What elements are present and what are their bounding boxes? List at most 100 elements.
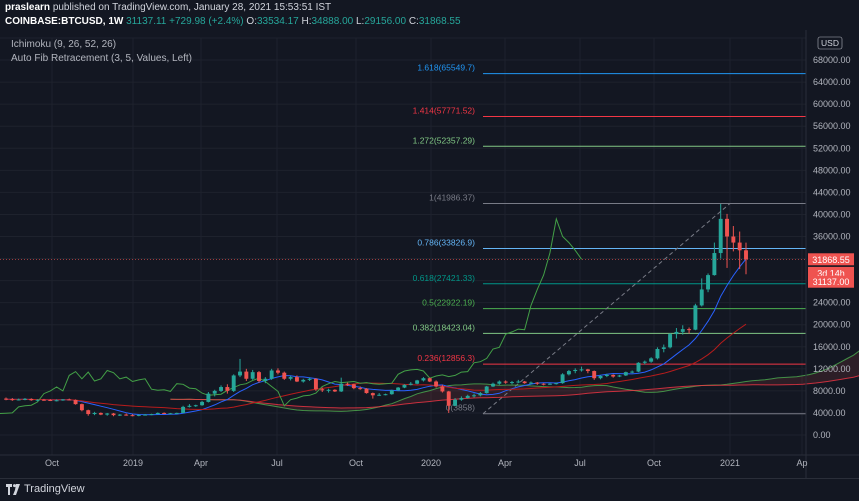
candle-body [674, 331, 679, 335]
x-tick-label: 2020 [421, 458, 441, 468]
candle-body [554, 383, 559, 385]
candle-body [263, 378, 268, 381]
candle-body [238, 371, 242, 376]
candle-body [573, 369, 578, 372]
candle-body [117, 414, 122, 416]
candle-body [351, 384, 356, 389]
y-tick-label: 40000.00 [813, 209, 851, 219]
fib-label: 1(41986.37) [429, 192, 475, 202]
candle-body [718, 218, 723, 254]
candle-body [370, 393, 375, 396]
candle-body [699, 289, 704, 306]
candle-body [212, 390, 217, 394]
author-name[interactable]: praslearn [5, 2, 51, 13]
candle-body [326, 389, 331, 391]
low-label: L: [355, 16, 365, 27]
candle-body [162, 412, 167, 414]
candle-body [276, 370, 280, 373]
chart-area[interactable]: 0(3858) 0.236(12856.3) 0.382(18423.04) 0.5(… [0, 30, 859, 480]
candles [4, 203, 748, 417]
price-tag-label: 31137.00 [813, 277, 850, 287]
candle-body [560, 374, 565, 384]
candle-body [345, 383, 350, 385]
candle-body [143, 414, 148, 416]
high-label: H: [301, 16, 312, 27]
candle-body [257, 372, 261, 381]
ichimoku-legend[interactable]: Ichimoku (9, 26, 52, 26) [11, 39, 117, 50]
y-tick-label: 48000.00 [813, 165, 851, 175]
time-axis: Oct 2019 Apr Jul Oct 2020 Apr Jul Oct 2021 Ap [45, 458, 808, 468]
y-tick-label: 64000.00 [813, 77, 851, 87]
symbol-name[interactable]: COINBASE:BTCUSD, 1W [5, 16, 124, 27]
x-tick-label: 2019 [123, 458, 143, 468]
candle-body [453, 399, 458, 406]
candle-body [427, 378, 432, 382]
x-tick-label: Jul [271, 458, 283, 468]
kijun-sen [5, 323, 747, 411]
ichimoku-cloud [170, 351, 859, 412]
candle-body [585, 369, 590, 372]
y-tick-label: 68000.00 [813, 55, 851, 65]
y-tick-label: 0.00 [813, 430, 831, 440]
fib-label: 0(3858) [446, 403, 475, 413]
candle-body [16, 399, 21, 401]
fib-label: 0.5(22922.19) [422, 298, 475, 308]
candle-body [244, 371, 249, 379]
last-price: 31137.11 [126, 16, 167, 27]
low-value: 29156.00 [364, 16, 407, 27]
candle-body [294, 377, 299, 382]
y-tick-label: 16000.00 [813, 342, 851, 352]
price-tag [808, 275, 854, 288]
grid-lines [0, 37, 806, 455]
candle-body [642, 361, 647, 363]
indicator-lines [0, 216, 859, 416]
candle-body [516, 381, 521, 383]
price-change: +729.98 (+2.4%) [169, 16, 244, 27]
close-value: 31868.55 [418, 16, 461, 27]
tradingview-logo-icon [6, 484, 20, 495]
candle-body [41, 399, 46, 401]
candle-body [459, 398, 464, 400]
footer-brand[interactable]: TradingView [24, 483, 85, 495]
fib-label: 0.236(12856.3) [417, 353, 475, 363]
candle-body [712, 253, 717, 276]
candle-body [446, 391, 451, 406]
candle-body [725, 218, 729, 237]
candle-body [377, 394, 382, 396]
candle-body [60, 399, 65, 401]
candle-body [611, 374, 616, 377]
x-tick-label: Oct [647, 458, 662, 468]
candle-body [497, 381, 502, 384]
candle-body [693, 305, 698, 330]
open-label: O: [246, 16, 257, 27]
candle-body [465, 395, 470, 399]
candle-body [269, 370, 274, 379]
candle-body [655, 348, 660, 359]
fib-trendline [482, 203, 731, 415]
footer: TradingView [0, 478, 859, 501]
candle-body [491, 383, 495, 387]
y-tick-label: 12000.00 [813, 364, 851, 374]
candle-body [649, 358, 654, 362]
candle-body [636, 362, 641, 372]
price-tag-label: 31868.55 [812, 255, 850, 265]
candle-body [535, 382, 540, 384]
price-chart[interactable]: 0(3858) 0.236(12856.3) 0.382(18423.04) 0.5(… [0, 30, 859, 480]
candle-body [396, 387, 401, 391]
symbol-line: COINBASE:BTCUSD, 1W 31137.11 +729.98 (+2… [5, 15, 461, 29]
candle-body [744, 250, 748, 260]
x-tick-label: Oct [45, 458, 60, 468]
fib-legend[interactable]: Auto Fib Retracement (3, 5, Values, Left… [11, 53, 193, 64]
publish-line: praslearn published on TradingView.com, … [5, 1, 331, 15]
candle-body [219, 387, 224, 391]
senkou-span-a [170, 350, 859, 412]
y-tick-label: 24000.00 [813, 298, 851, 308]
fib-label: 1.414(57771.52) [413, 105, 476, 115]
candle-body [193, 405, 198, 407]
chart-header: praslearn published on TradingView.com, … [0, 0, 859, 30]
candle-body [383, 394, 388, 396]
candle-body [105, 413, 110, 415]
price-tag [808, 253, 854, 266]
y-tick-label: 56000.00 [813, 121, 851, 131]
y-tick-label: 20000.00 [813, 320, 851, 330]
